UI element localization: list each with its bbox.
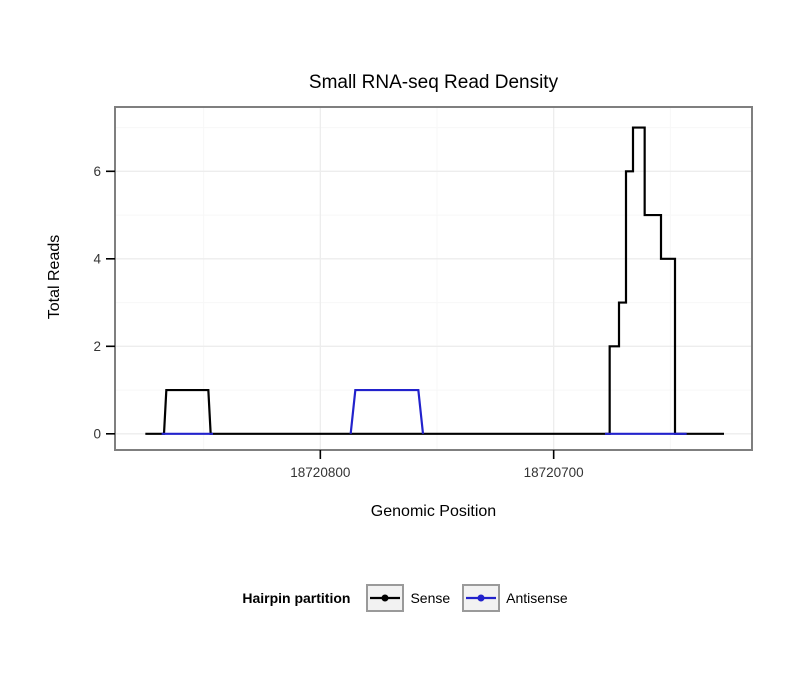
svg-text:0: 0 [93,427,101,442]
svg-text:6: 6 [93,164,101,179]
svg-text:18720700: 18720700 [524,465,584,480]
legend-key-sense-icon [366,584,405,612]
svg-text:4: 4 [93,252,101,267]
legend-label-antisense: Antisense [506,590,568,606]
legend-key-antisense-icon [462,584,501,612]
legend: Hairpin partition Sense Antisense [0,583,810,613]
legend-entry-antisense: Antisense [462,584,568,612]
chart-title: Small RNA-seq Read Density [308,72,559,93]
svg-text:18720800: 18720800 [290,465,350,480]
legend-title: Hairpin partition [242,590,351,606]
legend-label-sense: Sense [410,590,451,606]
legend-entry-sense: Sense [366,584,450,612]
svg-text:2: 2 [93,339,101,354]
x-axis-label: Genomic Position [370,503,497,520]
